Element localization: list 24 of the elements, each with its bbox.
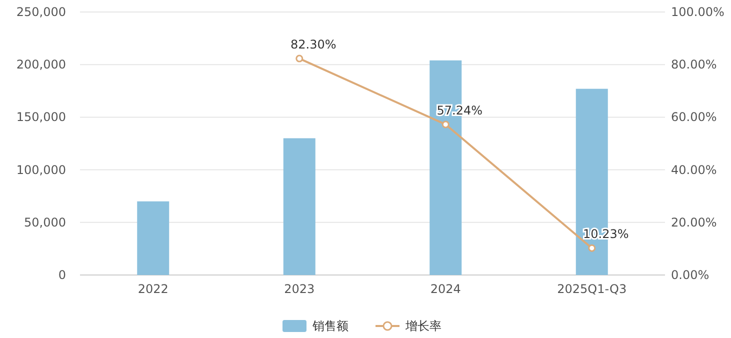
point	[296, 54, 304, 62]
bar	[283, 138, 316, 275]
data-label: 82.30%	[290, 38, 336, 52]
y2-tick-label: 20.00%	[671, 215, 717, 230]
x-tick-label: 2023	[284, 282, 315, 296]
point	[588, 244, 596, 252]
y2-tick-label: 40.00%	[671, 162, 717, 177]
point	[442, 120, 450, 128]
bar	[137, 201, 170, 275]
y2-tick-label: 60.00%	[671, 110, 717, 124]
y-tick-label: 50,000	[24, 215, 66, 230]
y-tick-label: 250,000	[16, 5, 66, 19]
legend-label: 销售额	[312, 319, 348, 333]
x-tick-label: 2025Q1-Q3	[557, 282, 627, 296]
x-tick-label: 2022	[138, 282, 168, 296]
y-tick-label: 150,000	[16, 110, 66, 124]
y2-tick-label: 100.00%	[671, 5, 724, 19]
y-tick-label: 200,000	[16, 58, 66, 72]
x-tick-label: 2024	[430, 282, 461, 296]
y-tick-label: 100,000	[16, 162, 66, 177]
y2-tick-label: 80.00%	[671, 58, 717, 72]
y-tick-label: 0	[58, 268, 66, 282]
legend-label: 增长率	[404, 319, 442, 333]
y2-tick-label: 0.00%	[671, 268, 710, 282]
